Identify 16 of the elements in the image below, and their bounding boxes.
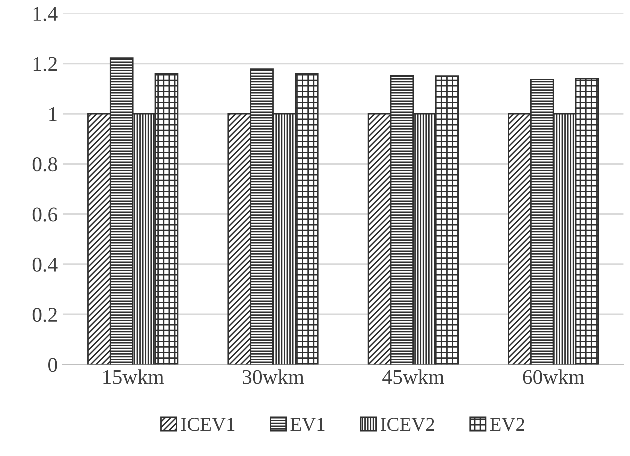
legend-label: ICEV1: [181, 418, 235, 432]
y-tick-label: 1.2: [34, 57, 57, 72]
legend-label: EV2: [490, 418, 524, 432]
legend-label: ICEV2: [380, 418, 434, 432]
legend-label: EV1: [290, 418, 325, 432]
y-tick-label: 0: [48, 358, 58, 372]
x-tick-label: 60wkm: [523, 370, 585, 384]
y-tick-label: 1: [50, 107, 57, 122]
x-tick-label: 45wkm: [382, 370, 444, 384]
y-tick-label: 0.8: [32, 158, 58, 172]
x-tick-label: 30wkm: [243, 370, 304, 384]
y-tick-label: 0.4: [32, 258, 58, 272]
y-tick-label: 0.2: [32, 308, 57, 322]
x-tick-label: 15wkm: [104, 370, 164, 384]
y-tick-label: 1.4: [34, 7, 58, 22]
y-tick-label: 0.6: [32, 208, 58, 222]
